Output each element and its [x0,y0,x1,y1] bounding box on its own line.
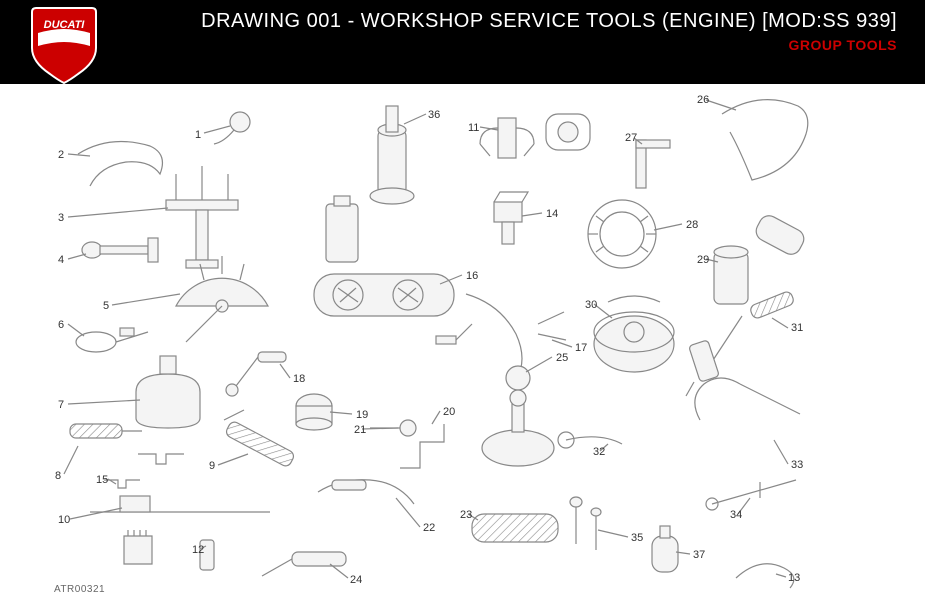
callout-4: 4 [58,254,64,266]
header-bar: DUCATI DRAWING 001 - WORKSHOP SERVICE TO… [0,0,925,84]
callout-10: 10 [58,514,70,526]
callout-26: 26 [697,94,709,106]
callout-14: 14 [546,208,558,220]
callout-24: 24 [350,574,362,586]
callout-16: 16 [466,270,478,282]
callout-23: 23 [460,509,472,521]
callout-2: 2 [58,149,64,161]
callout-36: 36 [428,109,440,121]
callout-7: 7 [58,399,64,411]
callout-12: 12 [192,544,204,556]
callout-34: 34 [730,509,742,521]
callout-13: 13 [788,572,800,584]
callout-11: 11 [468,122,479,134]
header-text: DRAWING 001 - WORKSHOP SERVICE TOOLS (EN… [100,10,897,53]
callout-33: 33 [791,459,803,471]
callout-32: 32 [593,446,605,458]
callout-6: 6 [58,319,64,331]
callout-31: 31 [791,322,803,334]
callout-1: 1 [195,129,201,141]
callout-5: 5 [103,300,109,312]
ducati-logo: DUCATI [28,6,100,84]
callout-22: 22 [423,522,435,534]
callout-20: 20 [443,406,455,418]
callout-25: 25 [556,352,568,364]
page-title: DRAWING 001 - WORKSHOP SERVICE TOOLS (EN… [100,10,897,33]
callout-17: 17 [575,342,587,354]
callout-15: 15 [96,474,108,486]
callout-9: 9 [209,460,215,472]
callout-35: 35 [631,532,643,544]
diagram-area: 1 2 3 4 5 6 7 8 9 10 11 12 13 14 15 16 1… [0,84,925,596]
callout-27: 27 [625,132,637,144]
callout-37: 37 [693,549,705,561]
callout-29: 29 [697,254,709,266]
diagram-reference-code: ATR00321 [54,584,105,595]
callout-28: 28 [686,219,698,231]
callout-21: 21 [354,424,366,436]
callout-3: 3 [58,212,64,224]
callout-19: 19 [356,409,368,421]
callout-8: 8 [55,470,61,482]
callout-30: 30 [585,299,597,311]
page-subtitle: GROUP TOOLS [100,37,897,53]
callout-18: 18 [293,373,305,385]
